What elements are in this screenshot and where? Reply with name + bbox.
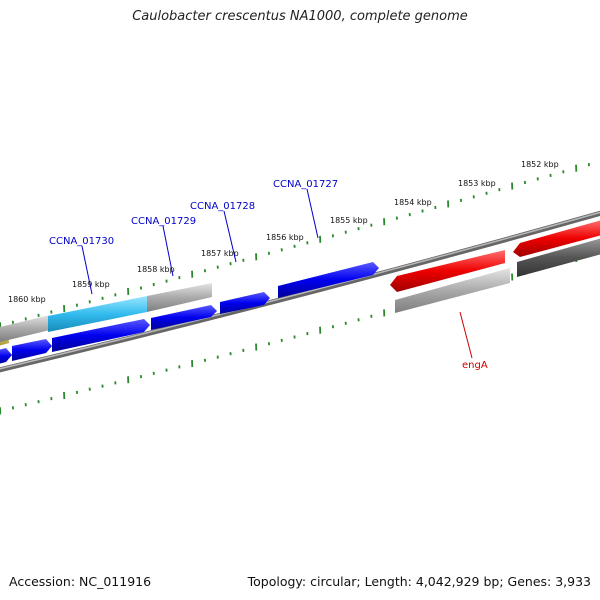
gene-labels: CCNA_01730 CCNA_01729 CCNA_01728 CCNA_01… [49,179,488,371]
callout-ccna01727 [306,188,319,239]
blue-gene-arrow[interactable] [0,348,12,364]
ruler-label-1858: 1858 kbp [137,265,175,274]
red-gene-arrow-enga[interactable] [390,250,505,292]
ruler-ticks-upper [0,163,590,330]
blue-gene-arrow[interactable] [52,319,150,352]
grey-feature-enga[interactable] [395,268,510,313]
gene-label-ccna01727[interactable]: CCNA_01727 [273,179,338,190]
reverse-genes [390,220,600,313]
ruler-label-1859: 1859 kbp [72,280,110,289]
ruler-label-1854: 1854 kbp [394,198,432,207]
forward-genes [0,262,379,364]
callout-ccna01728 [223,210,237,263]
ruler-label-1855: 1855 kbp [330,216,368,225]
dark-feature[interactable] [517,238,600,277]
ruler-label-1852: 1852 kbp [521,160,559,169]
genome-backbone-highlight [0,211,600,370]
gene-label-ccna01730[interactable]: CCNA_01730 [49,236,114,247]
ruler-labels: 1860 kbp 1859 kbp 1858 kbp 1857 kbp 1856… [8,160,559,304]
blue-gene-arrow-ccna01729[interactable] [151,305,217,330]
ruler-label-1860: 1860 kbp [8,295,46,304]
callout-ccna01730 [81,245,93,295]
callout-ccna01729 [162,225,174,277]
ruler-label-1856: 1856 kbp [266,233,304,242]
accession-text: Accession: NC_011916 [9,574,152,589]
map-title: Caulobacter crescentus NA1000, complete … [132,9,468,24]
callout-lines [81,188,473,359]
red-gene-arrow[interactable] [513,220,600,257]
genome-summary-text: Topology: circular; Length: 4,042,929 bp… [247,574,591,589]
genome-backbone [0,210,600,373]
ruler-label-1853: 1853 kbp [458,179,496,188]
ruler-label-1857: 1857 kbp [201,249,239,258]
grey-feature[interactable] [0,315,50,342]
grey-feature[interactable] [147,283,212,312]
gene-label-ccna01729[interactable]: CCNA_01729 [131,216,196,227]
gene-label-ccna01728[interactable]: CCNA_01728 [190,201,255,212]
blue-gene-arrow-ccna01728[interactable] [220,292,270,314]
blue-gene-arrow[interactable] [12,339,52,361]
cyan-gene-ccna01730[interactable] [48,296,147,332]
blue-gene-arrow-ccna01727[interactable] [278,262,379,298]
gene-label-enga[interactable]: engA [462,360,488,371]
feature-track-outer [0,283,212,346]
callout-enga [459,311,473,359]
